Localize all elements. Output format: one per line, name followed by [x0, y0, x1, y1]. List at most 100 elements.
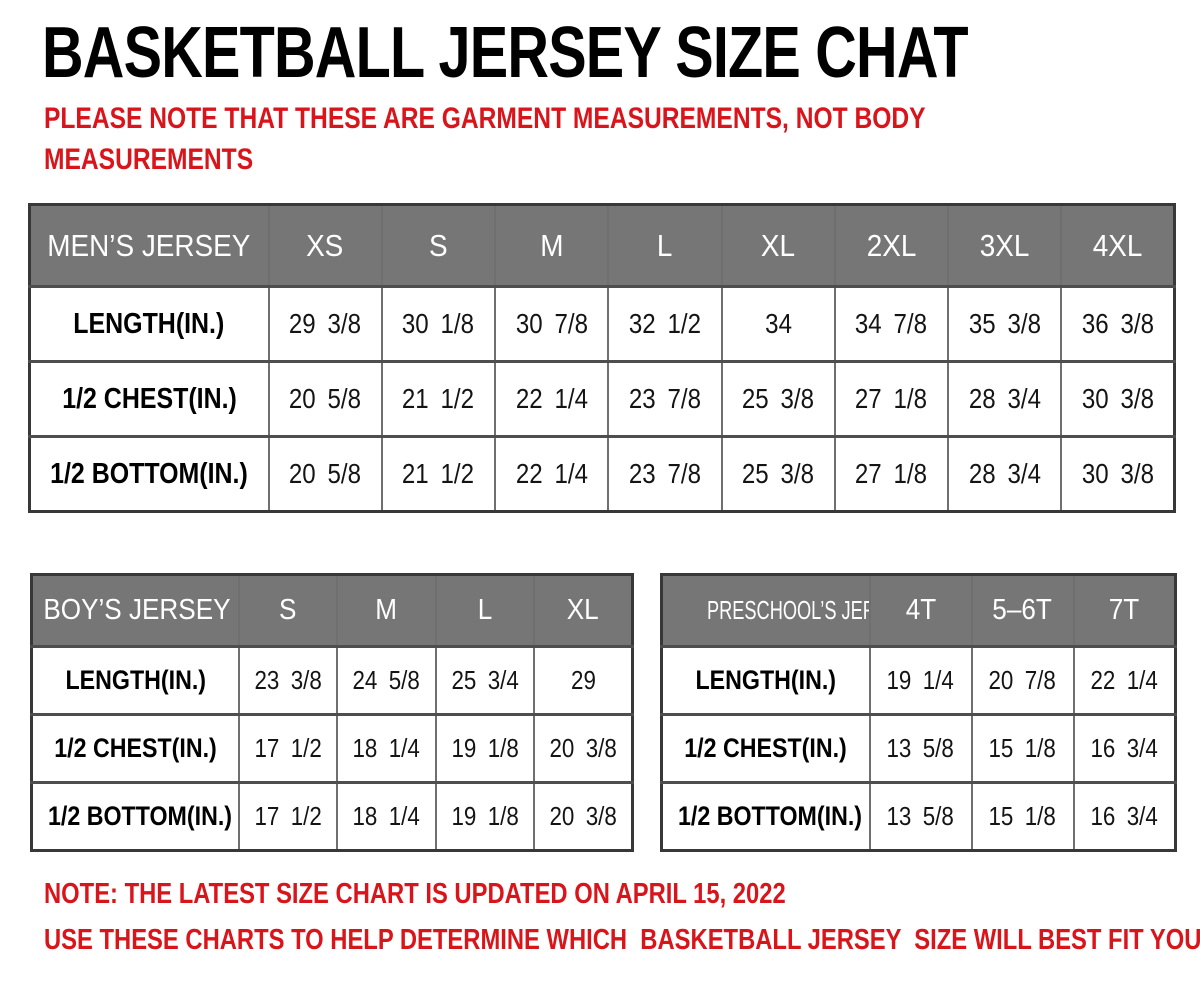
cell-text: 1/2 BOTTOM(IN.) [47, 801, 233, 831]
cell-text: 20 5/8 [289, 458, 362, 489]
table-title-cell: PRESCHOOL’S JERSEY [660, 573, 871, 648]
cell-text: 23 3/8 [254, 665, 322, 695]
size-table: PRESCHOOL’S JERSEY 4T 5–6T 7T LENGTH(IN.) 19 … [660, 573, 1177, 852]
size-value-cell: 18 1/4 [336, 781, 437, 852]
size-value-cell: 23 7/8 [607, 360, 723, 438]
cell-text: 34 [764, 308, 792, 339]
size-value-cell: 34 [720, 285, 836, 363]
size-value-cell: 36 3/8 [1060, 285, 1176, 363]
size-value-cell: 23 3/8 [237, 645, 338, 716]
cell-text: 15 1/8 [988, 733, 1057, 763]
size-value-cell: 16 3/4 [1072, 781, 1177, 852]
update-date-note: NOTE: THE LATEST SIZE CHART IS UPDATED O… [44, 878, 949, 911]
cell-text: 22 1/4 [515, 383, 588, 414]
size-value-cell: 22 1/4 [1072, 645, 1177, 716]
preschool-jersey-size-table: PRESCHOOL’S JERSEY 4T 5–6T 7T LENGTH(IN.) 19 … [660, 573, 1177, 852]
cell-text: 19 1/4 [886, 665, 955, 695]
cell-text: 25 3/4 [451, 665, 519, 695]
table-row: 1/2 BOTTOM(IN.) 20 5/8 21 1/2 22 1/4 23 7/8 2… [28, 435, 1176, 513]
cell-text: 21 1/2 [402, 383, 475, 414]
size-value-cell: 35 3/8 [946, 285, 1063, 363]
measure-label-cell: LENGTH(IN.) [28, 285, 270, 363]
cell-text: M [375, 594, 398, 626]
size-value-cell: 28 3/4 [946, 435, 1063, 513]
cell-text: 1/2 CHEST(IN.) [684, 733, 848, 763]
cell-text: PRESCHOOL’S JERSEY [706, 595, 868, 625]
cell-text: 7T [1109, 594, 1140, 626]
cell-text: 24 5/8 [352, 665, 420, 695]
table-row: LENGTH(IN.) 23 3/8 24 5/8 25 3/4 29 [30, 645, 634, 716]
size-value-cell: 13 5/8 [868, 713, 973, 784]
cell-text: 20 3/8 [549, 801, 617, 831]
size-table: MEN’S JERSEY XS S M L XL 2XL 3XL 4XL LENGTH(IN.) 2… [28, 203, 1176, 513]
size-value-cell: 27 1/8 [833, 360, 950, 438]
size-table: BOY’S JERSEY S M L XL LENGTH(IN.) 23 3/8 24 5/8… [30, 573, 634, 852]
boys-jersey-size-table: BOY’S JERSEY S M L XL LENGTH(IN.) 23 3/8 24 5/8… [30, 573, 634, 852]
measure-label-cell: LENGTH(IN.) [660, 645, 871, 716]
size-value-cell: 17 1/2 [237, 781, 338, 852]
size-value-cell: 20 3/8 [533, 781, 634, 852]
size-value-cell: 25 3/8 [720, 360, 836, 438]
size-value-cell: 22 1/4 [493, 435, 610, 513]
garment-measurement-disclaimer: PLEASE NOTE THAT THESE ARE GARMENT MEASU… [44, 98, 1124, 180]
cell-text: 30 1/8 [402, 308, 475, 339]
cell-text: LENGTH(IN.) [64, 665, 206, 695]
cell-text: 1/2 BOTTOM(IN.) [677, 801, 863, 831]
cell-text: 28 3/4 [968, 458, 1041, 489]
page-title-text: BASKETBALL JERSEY SIZE CHAT [42, 13, 969, 93]
cell-text: 22 1/4 [1090, 665, 1158, 695]
size-header-cell: XL [720, 203, 836, 288]
update-date-note-text: NOTE: THE LATEST SIZE CHART IS UPDATED O… [44, 878, 786, 910]
cell-text: 20 5/8 [289, 383, 362, 414]
size-header-cell: M [336, 573, 437, 648]
usage-note: USE THESE CHARTS TO HELP DETERMINE WHICH… [44, 924, 1200, 957]
cell-text: 15 1/8 [988, 801, 1057, 831]
cell-text: 3XL [979, 227, 1030, 263]
size-header-cell: XS [267, 203, 383, 288]
size-value-cell: 29 [533, 645, 634, 716]
measure-label-cell: 1/2 CHEST(IN.) [30, 713, 240, 784]
size-value-cell: 15 1/8 [970, 781, 1075, 852]
cell-text: 2XL [866, 227, 917, 263]
size-value-cell: 16 3/4 [1072, 713, 1177, 784]
size-value-cell: 24 5/8 [336, 645, 437, 716]
cell-text: 16 3/4 [1090, 733, 1158, 763]
cell-text: 27 1/8 [855, 458, 928, 489]
size-value-cell: 19 1/4 [868, 645, 973, 716]
cell-text: 30 3/8 [1081, 383, 1154, 414]
size-header-cell: S [380, 203, 497, 288]
size-value-cell: 23 7/8 [607, 435, 723, 513]
size-header-cell: 4T [868, 573, 973, 648]
cell-text: XS [306, 227, 344, 263]
cell-text: 18 1/4 [352, 801, 420, 831]
size-value-cell: 30 1/8 [380, 285, 497, 363]
measure-label-cell: 1/2 BOTTOM(IN.) [660, 781, 871, 852]
table-header-row: MEN’S JERSEY XS S M L XL 2XL 3XL 4XL [28, 203, 1176, 288]
size-value-cell: 32 1/2 [607, 285, 723, 363]
garment-measurement-disclaimer-text: PLEASE NOTE THAT THESE ARE GARMENT MEASU… [44, 102, 926, 177]
size-header-cell: 2XL [833, 203, 950, 288]
size-value-cell: 17 1/2 [237, 713, 338, 784]
cell-text: 29 [570, 665, 596, 695]
table-row: 1/2 CHEST(IN.) 17 1/2 18 1/4 19 1/8 20 3/8 [30, 713, 634, 784]
size-header-cell: 5–6T [970, 573, 1075, 648]
cell-text: 17 1/2 [254, 801, 322, 831]
size-value-cell: 27 1/8 [833, 435, 950, 513]
cell-text: 4T [905, 594, 936, 626]
page-title: BASKETBALL JERSEY SIZE CHAT [42, 13, 1199, 93]
size-value-cell: 13 5/8 [868, 781, 973, 852]
size-value-cell: 19 1/8 [434, 713, 535, 784]
cell-text: 1/2 CHEST(IN.) [61, 382, 237, 415]
cell-text: MEN’S JERSEY [47, 227, 251, 263]
size-value-cell: 29 3/8 [267, 285, 383, 363]
size-value-cell: 20 5/8 [267, 435, 383, 513]
size-header-cell: M [493, 203, 610, 288]
size-header-cell: L [607, 203, 723, 288]
table-row: 1/2 BOTTOM(IN.) 13 5/8 15 1/8 16 3/4 [660, 781, 1177, 852]
cell-text: 20 3/8 [549, 733, 617, 763]
size-value-cell: 30 7/8 [493, 285, 610, 363]
size-value-cell: 30 3/8 [1060, 360, 1176, 438]
cell-text: LENGTH(IN.) [73, 307, 225, 340]
size-header-cell: L [434, 573, 535, 648]
cell-text: 25 3/8 [742, 383, 815, 414]
